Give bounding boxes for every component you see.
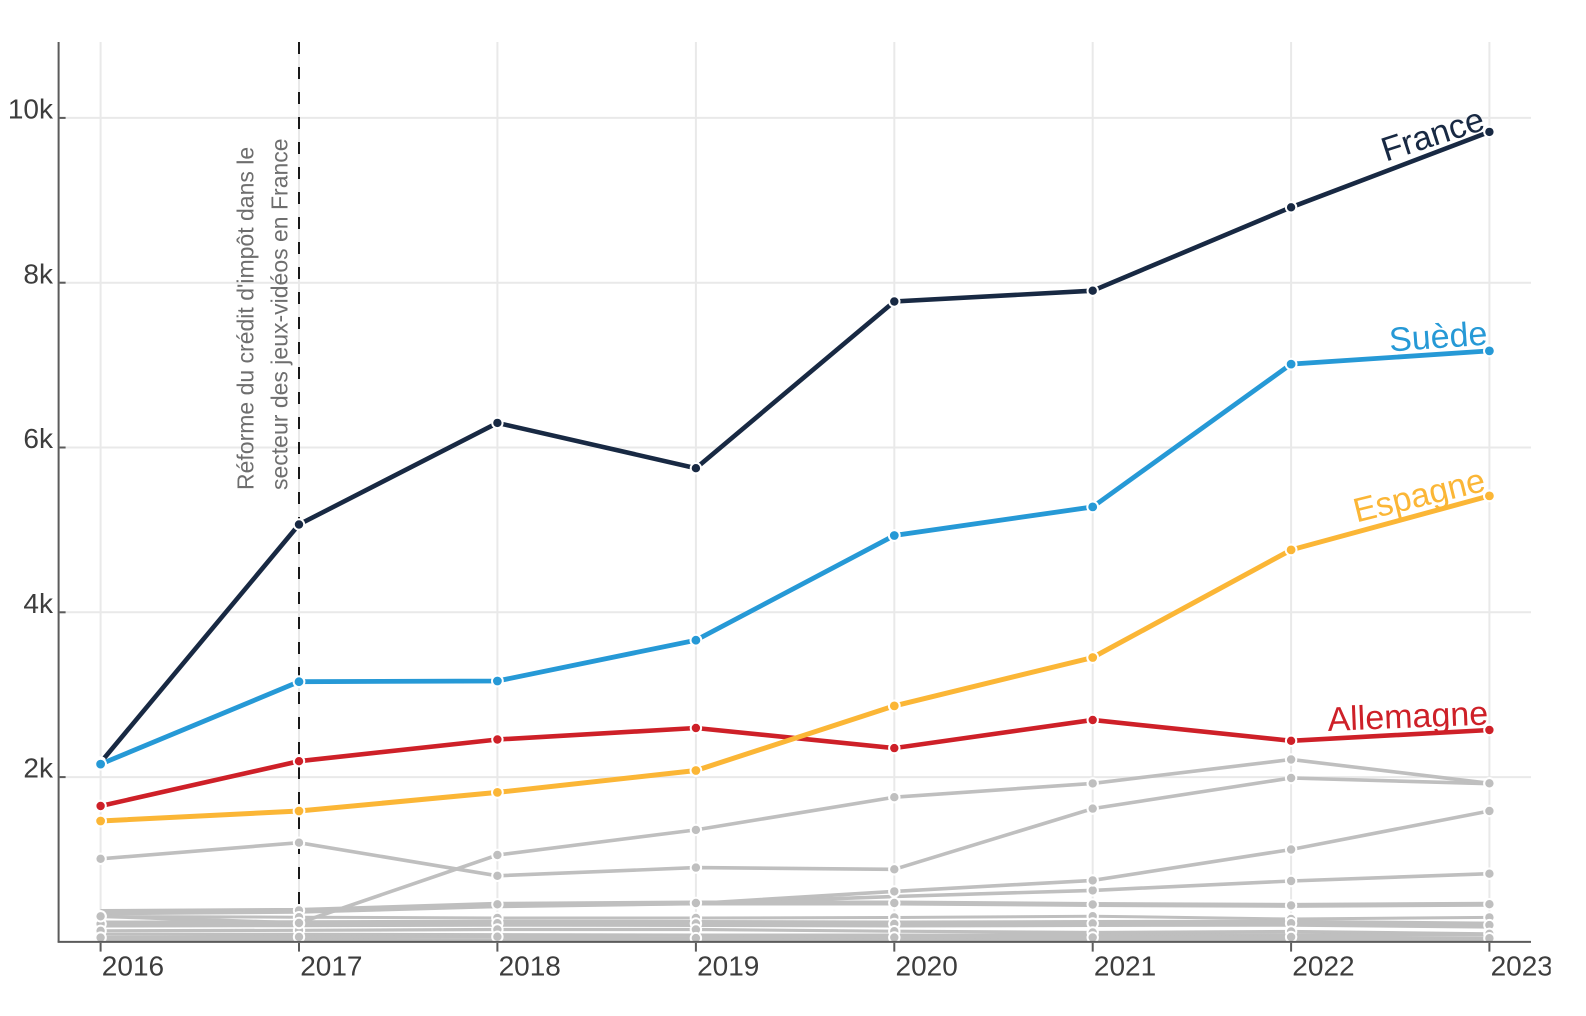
svg-text:2016: 2016 (102, 951, 164, 982)
svg-text:Suède: Suède (1388, 315, 1489, 360)
svg-text:4k: 4k (23, 588, 54, 619)
svg-text:2022: 2022 (1292, 951, 1354, 982)
svg-text:2021: 2021 (1094, 951, 1156, 982)
svg-text:secteur des jeux-vidéos en Fra: secteur des jeux-vidéos en France (267, 138, 293, 490)
svg-text:Allemagne: Allemagne (1327, 695, 1489, 739)
svg-text:2023: 2023 (1491, 951, 1553, 982)
svg-text:2019: 2019 (697, 951, 759, 982)
svg-text:8k: 8k (23, 258, 54, 289)
svg-text:Réforme du crédit d'impôt dans: Réforme du crédit d'impôt dans le (233, 147, 259, 490)
svg-text:2k: 2k (23, 753, 54, 784)
svg-text:10k: 10k (8, 94, 54, 125)
svg-text:2018: 2018 (499, 951, 561, 982)
svg-text:6k: 6k (23, 423, 54, 454)
svg-text:2017: 2017 (300, 951, 362, 982)
svg-text:2020: 2020 (896, 951, 958, 982)
